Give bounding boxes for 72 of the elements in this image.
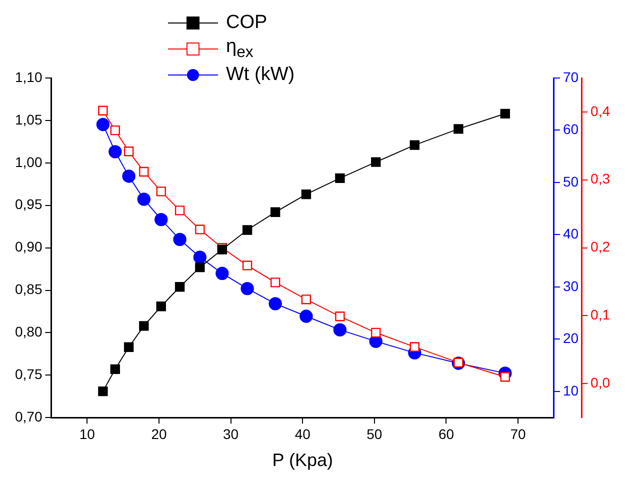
y-tick-label: 0,90: [15, 238, 42, 255]
y2-tick-label: 40: [562, 226, 579, 242]
y3-tick-label: 0,3: [590, 170, 610, 187]
point: [139, 166, 149, 177]
point: [195, 262, 205, 272]
point: [240, 282, 254, 296]
point: [124, 146, 134, 156]
y3-tick-label: 0,2: [590, 238, 610, 255]
x-axis-title: P (Kpa): [272, 450, 333, 470]
point: [137, 192, 150, 206]
x-tick-label: 70: [510, 426, 526, 442]
legend-label: COP: [226, 12, 268, 34]
point: [174, 206, 185, 216]
point: [98, 106, 108, 116]
y2-tick-label: 50: [562, 173, 579, 190]
y2-tick-label: 70: [562, 68, 579, 85]
x-tick-label: 30: [223, 426, 239, 442]
point: [371, 328, 381, 338]
point: [242, 260, 252, 270]
point: [301, 189, 312, 200]
y-tick-label: 0,70: [15, 408, 42, 424]
x-tick-label: 60: [438, 426, 454, 442]
y-tick-label: 1,05: [15, 111, 42, 128]
point: [333, 323, 347, 336]
x-tick-label: 10: [79, 426, 96, 442]
point: [410, 342, 420, 352]
point: [154, 212, 168, 226]
point: [216, 266, 229, 280]
point: [156, 186, 166, 196]
point: [156, 302, 166, 312]
y3-tick-label: 0,1: [590, 306, 610, 323]
y-tick-label: 0,85: [15, 281, 42, 298]
point: [335, 312, 345, 322]
point: [108, 145, 122, 158]
legend-label: Wt (kW): [226, 64, 295, 86]
point: [139, 321, 149, 331]
x-tick-label: 50: [366, 426, 382, 442]
point: [500, 108, 510, 118]
y2-tick-label: 10: [562, 382, 579, 398]
y2-tick-label: 60: [562, 121, 579, 138]
point: [124, 342, 134, 352]
point: [98, 386, 108, 396]
point: [371, 157, 381, 167]
y-tick-label: 0,80: [15, 324, 42, 340]
point: [193, 250, 207, 264]
point: [174, 282, 185, 292]
point: [195, 224, 205, 234]
point: [410, 140, 420, 150]
y-tick-label: 0,95: [15, 196, 42, 212]
point: [454, 124, 464, 134]
y-tick-label: 1,00: [15, 154, 42, 170]
point: [268, 297, 282, 310]
point: [96, 118, 110, 132]
x-tick-label: 40: [294, 426, 311, 442]
x-tick-label: 20: [151, 426, 167, 442]
legend-label: η$_{ex}$: [226, 36, 254, 62]
point: [270, 207, 280, 217]
point: [270, 278, 280, 288]
point: [335, 173, 345, 184]
point: [122, 170, 136, 183]
y-tick-label: 1,10: [15, 68, 42, 85]
point: [173, 232, 186, 246]
point: [300, 310, 313, 323]
y3-tick-label: 0,4: [590, 102, 610, 119]
y-tick-label: 0,75: [15, 366, 42, 382]
y2-tick-label: 20: [562, 330, 579, 346]
y2-tick-label: 30: [562, 278, 579, 294]
point: [242, 225, 252, 235]
y3-tick-label: 0,0: [590, 374, 610, 390]
point: [110, 364, 120, 374]
point: [110, 125, 120, 136]
point: [301, 294, 312, 304]
